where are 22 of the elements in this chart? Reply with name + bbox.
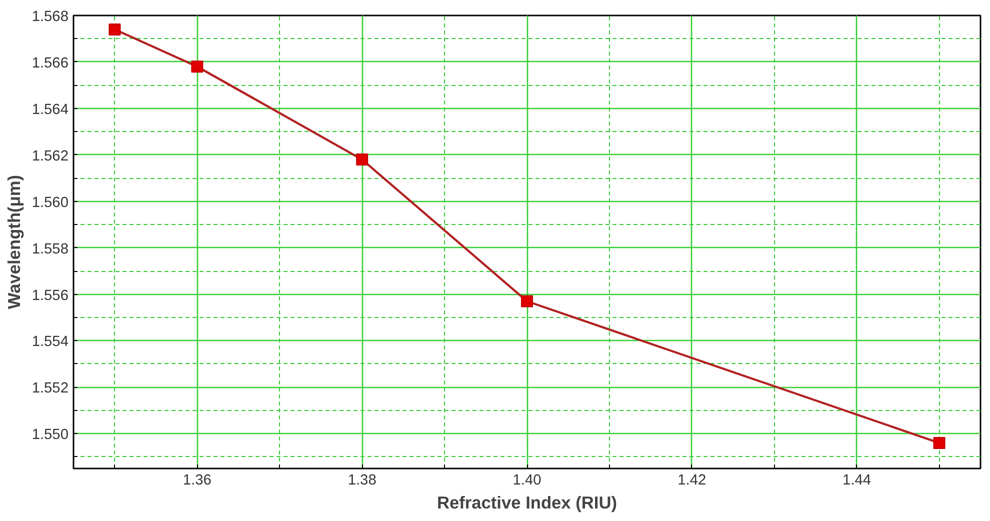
- point: [521, 295, 533, 308]
- point: [191, 60, 204, 73]
- x-tick-label: 1.42: [678, 472, 706, 488]
- y-tick-label: 1.566: [32, 55, 69, 72]
- point: [356, 154, 368, 166]
- y-tick-label: 1.550: [32, 427, 69, 444]
- y-tick-label: 1.558: [32, 241, 69, 258]
- x-tick-label: 1.44: [842, 472, 872, 488]
- y-tick-label: 1.560: [32, 194, 69, 211]
- y-tick-label: 1.556: [32, 288, 69, 304]
- y-tick-label: 1.552: [32, 380, 69, 397]
- x-tick-label: 1.36: [182, 472, 212, 488]
- x-tick-label: 1.38: [348, 472, 376, 488]
- y-tick-label: 1.562: [32, 148, 69, 164]
- y-tick-label: 1.568: [32, 9, 69, 25]
- point: [933, 436, 946, 449]
- y-axis-title: Wavelength(μm): [4, 174, 24, 310]
- x-tick-label: 1.40: [512, 472, 542, 488]
- point: [108, 23, 121, 36]
- y-tick-label: 1.564: [32, 102, 69, 118]
- y-tick-label: 1.554: [32, 334, 69, 350]
- x-axis-title: Refractive Index (RIU): [436, 492, 618, 512]
